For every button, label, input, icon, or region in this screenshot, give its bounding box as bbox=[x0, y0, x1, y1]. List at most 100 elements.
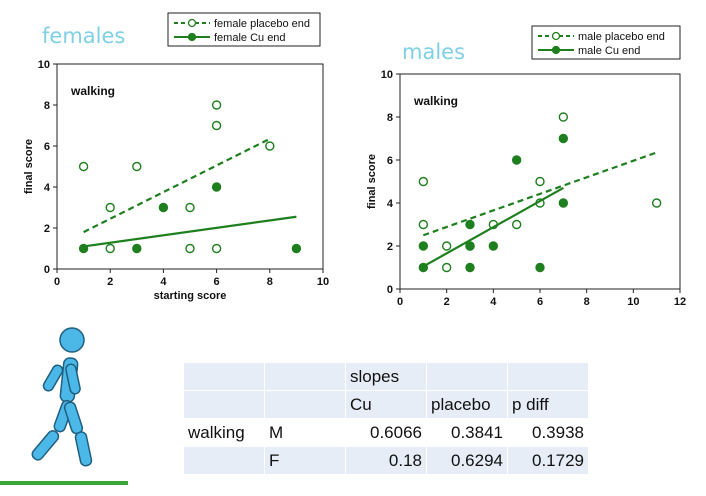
y-tick-label: 8 bbox=[44, 100, 50, 112]
data-point bbox=[418, 262, 429, 273]
data-point bbox=[105, 243, 115, 254]
data-point bbox=[418, 176, 429, 187]
data-point bbox=[535, 176, 545, 187]
y-axis-label: final score bbox=[23, 139, 35, 194]
data-point bbox=[511, 219, 522, 230]
placebo-slope: 0.6294 bbox=[426, 446, 508, 475]
trend-line bbox=[83, 137, 271, 234]
data-point bbox=[465, 241, 475, 251]
y-tick-label: 6 bbox=[44, 141, 50, 153]
y-tick-label: 10 bbox=[38, 59, 50, 71]
legend-label: male Cu end bbox=[578, 45, 640, 57]
x-tick-label: 12 bbox=[674, 296, 686, 308]
data-point bbox=[465, 262, 475, 273]
females-heading: females bbox=[42, 24, 126, 48]
walking-figure bbox=[31, 327, 93, 467]
placebo-slope: 0.3841 bbox=[426, 418, 508, 447]
data-point bbox=[265, 141, 275, 151]
legend-marker bbox=[187, 18, 197, 28]
x-tick-label: 8 bbox=[584, 296, 590, 308]
data-point bbox=[418, 219, 429, 230]
trend-line bbox=[422, 151, 658, 237]
legend-label: male placebo end bbox=[578, 31, 665, 43]
cu-slope: 0.6066 bbox=[345, 418, 427, 447]
x-tick-label: 6 bbox=[537, 296, 543, 308]
data-point bbox=[558, 198, 569, 208]
x-tick-label: 0 bbox=[397, 296, 403, 308]
table-row: F 0.18 0.6294 0.1729 bbox=[183, 446, 589, 475]
data-point bbox=[185, 202, 195, 213]
males-heading: males bbox=[402, 40, 466, 64]
x-tick-label: 2 bbox=[444, 296, 450, 308]
data-point bbox=[211, 243, 222, 254]
data-point bbox=[488, 241, 499, 251]
data-point bbox=[78, 161, 89, 172]
legend-box bbox=[167, 12, 321, 47]
slopes-table: slopes Cu placebo p diff walking M 0.606… bbox=[183, 362, 589, 475]
data-point bbox=[211, 120, 222, 131]
plot-frame bbox=[56, 63, 324, 270]
y-tick-label: 2 bbox=[44, 223, 50, 235]
data-point bbox=[291, 243, 302, 254]
y-tick-label: 6 bbox=[387, 155, 393, 167]
data-point bbox=[105, 202, 115, 213]
x-tick-label: 10 bbox=[317, 276, 329, 288]
data-point bbox=[511, 155, 522, 165]
data-point bbox=[441, 262, 452, 273]
data-point bbox=[132, 243, 142, 254]
x-tick-label: 0 bbox=[54, 276, 60, 288]
data-point bbox=[185, 243, 195, 254]
x-tick-label: 2 bbox=[107, 276, 113, 288]
chart-title: walking bbox=[413, 94, 458, 108]
p-diff-value: 0.3938 bbox=[507, 418, 589, 447]
x-tick-label: 4 bbox=[160, 276, 167, 288]
y-axis-label: final score bbox=[366, 154, 378, 209]
y-tick-label: 0 bbox=[387, 284, 393, 296]
row-sex: M bbox=[264, 418, 346, 447]
walking-figure-icon bbox=[0, 327, 128, 485]
col-header-p-diff: p diff bbox=[507, 390, 589, 419]
col-header-cu: Cu bbox=[345, 390, 427, 419]
male-walking-chart: 0 2 4 6 8 10 12 0 2 4 6 8 10 final score walking male p… bbox=[366, 25, 686, 308]
x-tick-label: 6 bbox=[214, 276, 220, 288]
y-tick-label: 10 bbox=[381, 69, 393, 81]
data-point bbox=[211, 100, 222, 110]
data-point bbox=[465, 219, 475, 230]
y-tick-label: 4 bbox=[387, 198, 394, 210]
y-tick-label: 4 bbox=[44, 182, 51, 194]
table-row: Cu placebo p diff bbox=[183, 390, 589, 419]
female-walking-chart: 0 2 4 6 8 10 0 2 4 6 8 10 final score starting score w… bbox=[23, 12, 329, 302]
trend-line bbox=[422, 186, 564, 268]
data-point bbox=[558, 112, 569, 122]
chart-title: walking bbox=[70, 84, 115, 98]
row-label-walking: walking bbox=[183, 418, 265, 447]
cu-slope: 0.18 bbox=[345, 446, 427, 475]
legend-marker bbox=[551, 45, 561, 55]
legend-marker bbox=[551, 31, 561, 41]
legend-marker bbox=[187, 32, 197, 42]
y-tick-label: 8 bbox=[387, 112, 393, 124]
table-row: walking M 0.6066 0.3841 0.3938 bbox=[183, 418, 589, 447]
data-point bbox=[651, 198, 662, 208]
legend-label: female Cu end bbox=[214, 32, 286, 44]
data-point bbox=[535, 262, 545, 273]
legend-label: female placebo end bbox=[214, 18, 310, 30]
x-tick-label: 4 bbox=[490, 296, 497, 308]
x-axis-label: starting score bbox=[154, 290, 227, 302]
data-point bbox=[78, 243, 89, 254]
y-tick-label: 2 bbox=[387, 241, 393, 253]
ground-line bbox=[0, 481, 128, 485]
data-point bbox=[211, 182, 222, 192]
data-point bbox=[558, 133, 569, 144]
y-tick-label: 0 bbox=[44, 264, 50, 276]
trend-line bbox=[83, 215, 297, 248]
data-point bbox=[158, 202, 169, 213]
x-tick-label: 10 bbox=[627, 296, 639, 308]
data-point bbox=[418, 241, 429, 251]
slopes-header: slopes bbox=[345, 362, 427, 391]
table-row: slopes bbox=[183, 362, 589, 391]
p-diff-value: 0.1729 bbox=[507, 446, 589, 475]
x-tick-label: 8 bbox=[267, 276, 273, 288]
data-point bbox=[441, 241, 452, 251]
data-point bbox=[132, 161, 142, 172]
